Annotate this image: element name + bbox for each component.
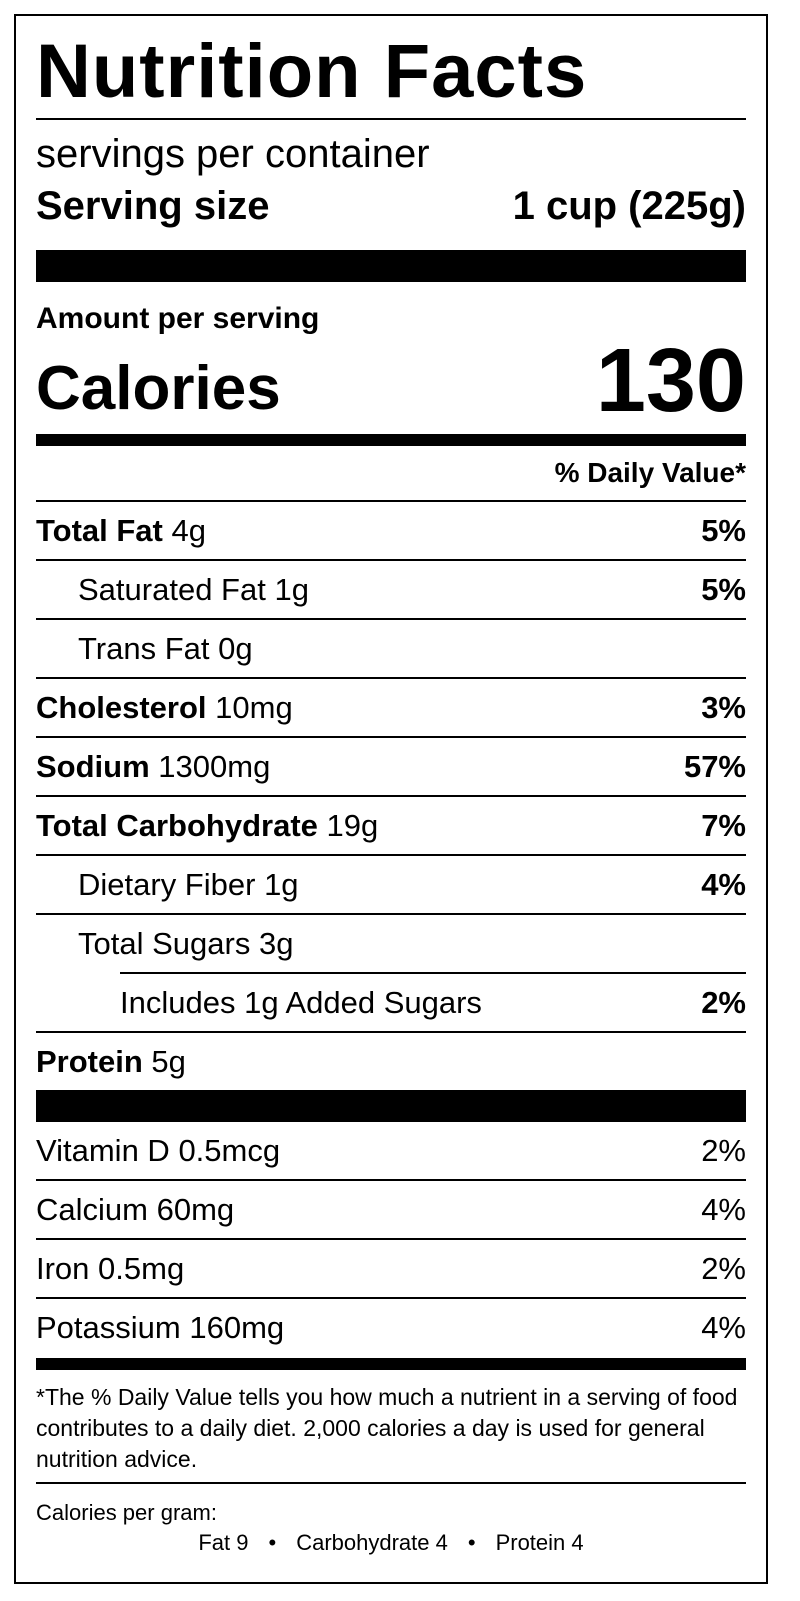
nutrient-amount: 1300mg — [158, 748, 271, 784]
divider — [36, 118, 746, 120]
nutrient-name: Total Carbohydrate — [36, 807, 318, 843]
serving-size-label: Serving size — [36, 184, 270, 228]
nutrient-dv: 5% — [701, 571, 746, 607]
vitamin-amount: 0.5mg — [98, 1250, 185, 1286]
nutrient-name: Total Fat — [36, 512, 163, 548]
nutrient-name: Total Sugars — [78, 925, 251, 961]
nutrient-amount: 5g — [151, 1043, 186, 1079]
thick-divider — [36, 250, 746, 282]
nutrient-row-total-carbohydrate: Total Carbohydrate 19g 7% — [36, 795, 746, 854]
nutrient-amount: 1g — [274, 571, 309, 607]
thick-divider — [36, 1090, 746, 1122]
nutrient-row-trans-fat: Trans Fat 0g — [36, 618, 746, 677]
nutrient-dv: 3% — [701, 689, 746, 725]
protein-calories-per-gram: Protein 4 — [495, 1530, 584, 1555]
vitamin-row-iron: Iron 0.5mg 2% — [36, 1238, 746, 1297]
nutrient-name: Dietary Fiber — [78, 866, 256, 902]
serving-size-row: Serving size 1 cup (225g) — [36, 186, 746, 226]
nutrient-dv: 57% — [683, 748, 746, 784]
calories-row: Calories 130 — [36, 336, 746, 426]
label-title: Nutrition Facts — [36, 29, 588, 114]
daily-value-footnote: *The % Daily Value tells you how much a … — [36, 1384, 738, 1472]
nutrient-amount: 0g — [218, 630, 253, 666]
divider — [120, 972, 746, 974]
carbohydrate-calories-per-gram: Carbohydrate 4 — [296, 1530, 448, 1555]
vitamin-row-potassium: Potassium 160mg 4% — [36, 1297, 746, 1356]
nutrient-row-cholesterol: Cholesterol 10mg 3% — [36, 677, 746, 736]
calories-per-gram-label: Calories per gram: — [36, 1500, 217, 1525]
medium-divider — [36, 1358, 746, 1370]
vitamin-dv: 2% — [701, 1132, 746, 1168]
nutrient-name: Includes 1g Added Sugars — [120, 984, 482, 1020]
nutrient-amount: 4g — [171, 512, 206, 548]
nutrient-amount: 1g — [264, 866, 299, 902]
bullet-separator: • — [268, 1530, 277, 1555]
nutrient-name: Saturated Fat — [78, 571, 266, 607]
nutrient-row-dietary-fiber: Dietary Fiber 1g 4% — [36, 854, 746, 913]
calories-label: Calories — [36, 354, 281, 423]
vitamin-name: Iron — [36, 1250, 90, 1286]
vitamin-name: Potassium — [36, 1309, 181, 1345]
nutrient-dv: 5% — [701, 512, 746, 548]
nutrient-row-total-sugars: Total Sugars 3g — [36, 913, 746, 972]
nutrient-dv: 7% — [701, 807, 746, 843]
vitamin-amount: 0.5mcg — [178, 1132, 281, 1168]
nutrient-row-total-fat: Total Fat 4g 5% — [36, 500, 746, 559]
nutrient-amount: 19g — [326, 807, 379, 843]
fat-calories-per-gram: Fat 9 — [198, 1530, 249, 1555]
vitamin-row-calcium: Calcium 60mg 4% — [36, 1179, 746, 1238]
nutrient-name: Protein — [36, 1043, 143, 1079]
calories-per-gram-values: Fat 9 • Carbohydrate 4 • Protein 4 — [36, 1528, 746, 1558]
serving-size-value: 1 cup (225g) — [512, 184, 746, 228]
bullet-separator: • — [467, 1530, 476, 1555]
vitamin-amount: 160mg — [189, 1309, 285, 1345]
divider — [36, 1482, 746, 1484]
nutrient-row-added-sugars: Includes 1g Added Sugars 2% — [36, 974, 746, 1031]
nutrient-amount: 3g — [258, 925, 294, 961]
vitamin-name: Calcium — [36, 1191, 148, 1227]
vitamin-dv: 4% — [701, 1309, 746, 1345]
nutrient-name: Sodium — [36, 748, 150, 784]
daily-value-header: % Daily Value* — [554, 457, 746, 488]
vitamin-dv: 4% — [701, 1191, 746, 1227]
nutrient-row-sodium: Sodium 1300mg 57% — [36, 736, 746, 795]
nutrient-name: Trans Fat — [78, 630, 210, 666]
nutrient-name: Cholesterol — [36, 689, 207, 725]
nutrient-amount: 10mg — [215, 689, 293, 725]
vitamin-amount: 60mg — [156, 1191, 235, 1227]
medium-divider — [36, 434, 746, 446]
calories-value: 130 — [595, 331, 746, 431]
vitamin-dv: 2% — [701, 1250, 746, 1286]
amount-per-serving: Amount per serving — [36, 302, 320, 335]
nutrition-facts-label: Nutrition Facts servings per container S… — [14, 14, 768, 1584]
vitamin-name: Vitamin D — [36, 1132, 170, 1168]
vitamin-row-vitamin-d: Vitamin D 0.5mcg 2% — [36, 1122, 746, 1179]
nutrient-row-saturated-fat: Saturated Fat 1g 5% — [36, 559, 746, 618]
servings-per-container: servings per container — [36, 132, 430, 176]
nutrient-dv: 2% — [701, 984, 746, 1020]
nutrient-dv: 4% — [701, 866, 746, 902]
nutrient-row-protein: Protein 5g — [36, 1031, 746, 1090]
